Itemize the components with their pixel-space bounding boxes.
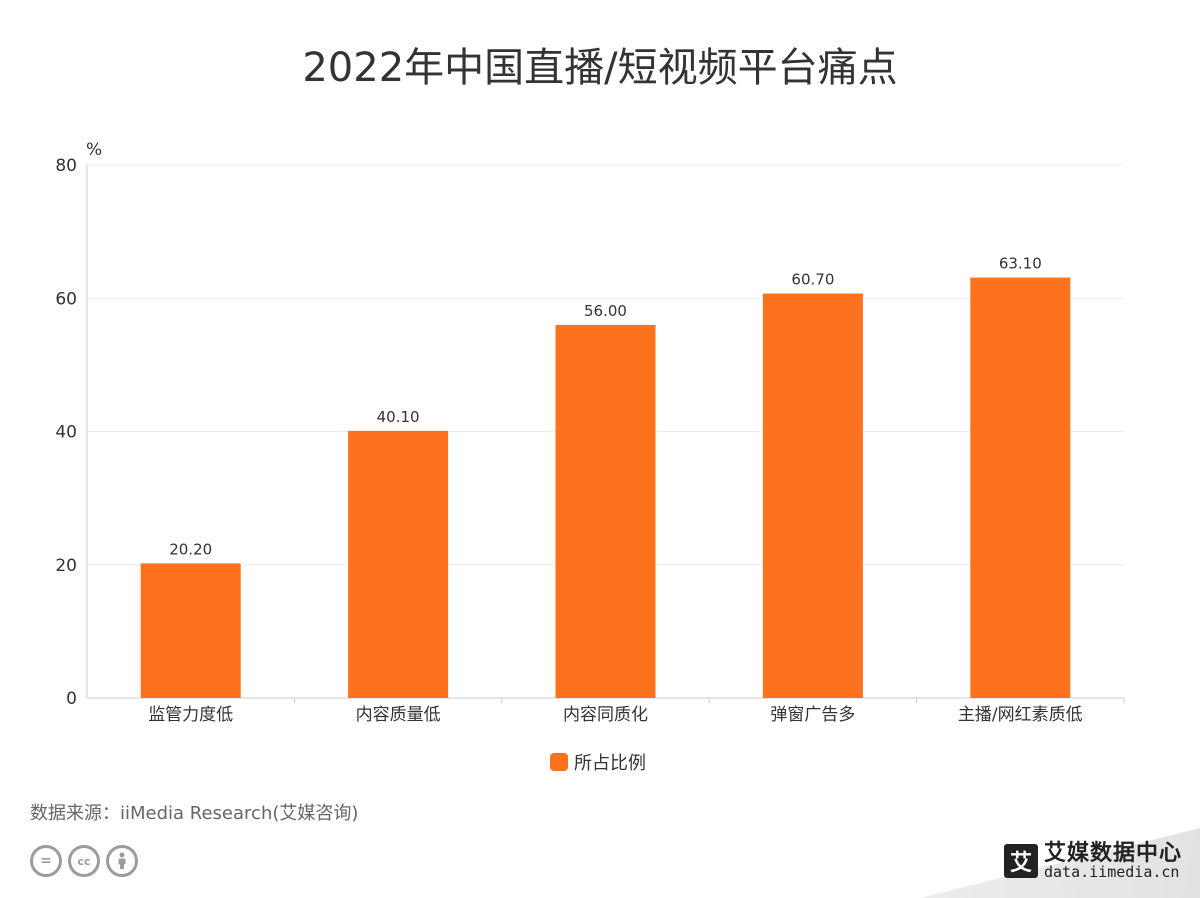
cc-by-icon (106, 845, 138, 877)
y-tick-label: 60 (55, 289, 77, 309)
bar (970, 277, 1071, 698)
y-tick-label: 0 (66, 689, 77, 709)
chart-title: 2022年中国直播/短视频平台痛点 (302, 45, 898, 91)
x-tick-label: 内容质量低 (356, 705, 441, 725)
legend-swatch (550, 753, 568, 771)
person-icon (118, 852, 126, 869)
legend[interactable]: 所占比例 (550, 750, 646, 774)
brand-logo: 艾 (1003, 844, 1038, 879)
source-note: 数据来源：iiMedia Research(艾媒咨询) (30, 803, 359, 824)
bar (140, 563, 241, 698)
y-tick-label: 20 (55, 556, 77, 576)
cc-icon: cc (68, 845, 100, 877)
brand-name: 艾媒数据中心 (1043, 841, 1182, 866)
data-label: 20.20 (169, 540, 212, 558)
x-tick-label: 主播/网红素质低 (958, 705, 1083, 725)
y-tick-label: 80 (55, 156, 77, 176)
brand-url: data.iimedia.cn (1043, 863, 1180, 882)
brand-text: 艾媒数据中心 data.iimedia.cn (1044, 842, 1182, 881)
brand: 艾 艾媒数据中心 data.iimedia.cn (1003, 842, 1182, 881)
y-tick-label: 40 (55, 423, 77, 443)
data-label: 56.00 (584, 302, 627, 320)
x-tick-label: 弹窗广告多 (770, 705, 855, 725)
x-tick-label: 监管力度低 (148, 705, 233, 725)
cc-nd-icon: = (30, 845, 62, 877)
bar (762, 293, 863, 698)
x-tick-label: 内容同质化 (563, 705, 648, 725)
license-icons: = cc (30, 845, 138, 877)
bar (348, 430, 449, 698)
data-label: 63.10 (999, 255, 1042, 273)
data-label: 60.70 (791, 271, 834, 289)
y-axis-label: % (86, 140, 102, 160)
data-label: 40.10 (377, 408, 420, 426)
bar (555, 324, 656, 698)
legend-label: 所占比例 (574, 753, 646, 774)
